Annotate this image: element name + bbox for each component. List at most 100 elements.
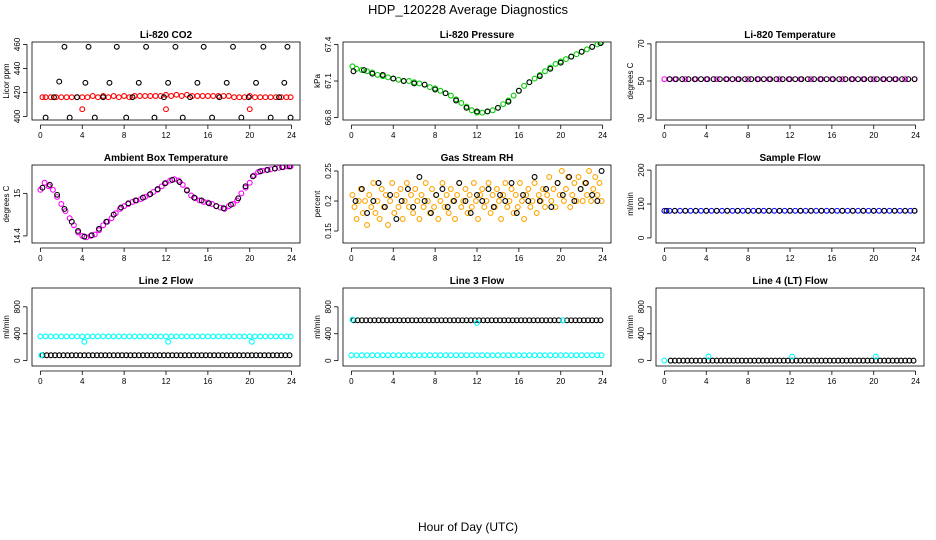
line3-point-line3_upper (430, 317, 436, 324)
ambient_temp-point-ambient_temp_black (88, 232, 95, 239)
line3-point-line3_upper (568, 317, 575, 324)
co2-point-co2_black (82, 79, 89, 86)
line3-x-tick-label: 20 (556, 377, 565, 386)
line3-point-line3_lower (437, 352, 444, 359)
line3-x-tick-label: 24 (598, 377, 607, 386)
pressure-point-pressure_black (369, 70, 376, 77)
sample_flow-point-sample_flow (886, 207, 893, 214)
rh-title: Gas Stream RH (441, 153, 514, 164)
sample_flow-point-sample_flow (876, 207, 882, 214)
rh-point-rh_black (404, 186, 411, 192)
line2-point-line2_upper (121, 333, 128, 340)
line2-point-line2_lower (219, 352, 226, 359)
sample_flow-x-tick-label: 8 (746, 254, 751, 263)
co2-point-co2 (68, 94, 75, 101)
co2-point-co2 (152, 93, 159, 99)
sample_flow-point-sample_flow (865, 207, 872, 214)
ambient_temp-point-ambient_temp_black (242, 183, 249, 190)
co2-point-co2_black (179, 114, 186, 120)
licor_temp-x-tick-label: 16 (827, 131, 836, 140)
co2-point-co2_black (172, 43, 179, 50)
pressure-point-pressure_black (547, 65, 554, 72)
co2-point-co2 (267, 94, 274, 101)
rh-point-rh (406, 204, 412, 210)
line3-point-line3_lower (531, 352, 538, 359)
line3-point-line3_upper (396, 317, 403, 324)
sample_flow-point-sample_flow (750, 207, 757, 214)
line2-point-line2_lower (85, 352, 92, 359)
line3-point-line3_upper (513, 317, 520, 324)
line4-point-line4 (818, 357, 825, 364)
line2-y-tick-label: 800 (13, 300, 22, 314)
line2-point-line2_upper (42, 333, 49, 340)
rh-point-rh_black (571, 198, 578, 204)
line4-point-line4 (722, 357, 729, 364)
pressure-point-pressure (385, 74, 391, 81)
rh-point-rh_black (497, 192, 503, 198)
rh-point-rh (355, 198, 362, 204)
co2-point-co2_black (135, 79, 142, 86)
co2-point-co2 (39, 94, 46, 101)
co2-point-co2 (126, 94, 133, 101)
rh-point-rh (596, 180, 603, 186)
rh-point-rh (552, 204, 559, 210)
rh-point-rh (487, 210, 494, 216)
licor_temp-point-licor_temp_black (754, 76, 761, 83)
pressure-point-pressure_black (515, 87, 522, 94)
co2-point-co2 (241, 94, 248, 101)
ambient_temp-point-ambient_temp (175, 177, 182, 184)
ambient_temp-x-tick-label: 4 (80, 254, 85, 263)
line4-point-line4 (755, 357, 762, 364)
line3-point-line3_lower (416, 352, 423, 359)
line2-point-line2_lower (257, 352, 264, 359)
co2-point-co2_red_open (246, 106, 253, 113)
line2-point-line2_upper (74, 333, 80, 340)
ambient_temp-y-tick-label: 15 (13, 188, 22, 197)
line4-point-line4 (814, 357, 821, 364)
rh-point-rh (540, 186, 546, 192)
pressure-point-pressure_black (536, 73, 543, 80)
line2-point-line2_lower (240, 352, 247, 359)
line4-point-line4 (889, 357, 896, 364)
line2-point-line2_lower (269, 352, 276, 359)
co2-point-co2 (178, 93, 185, 99)
co2-point-co2_black (281, 79, 288, 86)
line2-point-line2_lower (106, 352, 113, 359)
line4-point-line4 (826, 357, 833, 364)
licor_temp-point-licor_temp_black (880, 76, 887, 83)
pressure-point-pressure_black (484, 108, 491, 115)
line4-point-line4 (877, 357, 883, 364)
co2-point-co2 (121, 93, 128, 99)
pressure-point-pressure_black (432, 86, 439, 93)
sample_flow-point-sample_flow (855, 207, 861, 214)
rh-point-rh (376, 216, 383, 222)
line3-point-line3_lower (578, 352, 585, 359)
rh-point-rh (579, 198, 586, 204)
sample_flow-point-sample_flow (802, 207, 809, 214)
line4-point-line4_cyan (872, 353, 879, 360)
line4-point-line4 (789, 357, 796, 364)
line3-point-line3_upper (555, 317, 562, 324)
ambient_temp-point-ambient_temp_black (154, 186, 161, 193)
rh-point-rh (399, 216, 406, 222)
licor_temp-y-tick-label: 30 (637, 113, 646, 122)
rh-point-rh (370, 180, 377, 186)
line4-point-line4_cyan (705, 353, 712, 360)
line3-point-line3_upper (400, 317, 407, 324)
line2-x-tick-label: 8 (122, 377, 127, 386)
co2-point-co2 (283, 94, 290, 101)
line2-x-tick-label: 12 (162, 377, 171, 386)
rh-y-tick-label: 0.15 (324, 223, 333, 239)
rh-point-rh (374, 198, 381, 204)
line4-point-line4 (885, 357, 892, 364)
line2-x-tick-label: 0 (38, 377, 43, 386)
licor_temp-point-licor_temp_black (817, 76, 824, 83)
sample_flow-point-sample_flow (781, 207, 788, 214)
pressure-x-tick-label: 20 (556, 131, 565, 140)
pressure-points (349, 42, 605, 116)
rh-point-rh_black (352, 198, 359, 204)
rh-point-rh (368, 204, 375, 210)
pressure-point-pressure_black (526, 79, 533, 86)
ambient_temp-point-ambient_temp_black (227, 201, 234, 208)
licor_temp-point-licor_temp_black (892, 76, 899, 83)
